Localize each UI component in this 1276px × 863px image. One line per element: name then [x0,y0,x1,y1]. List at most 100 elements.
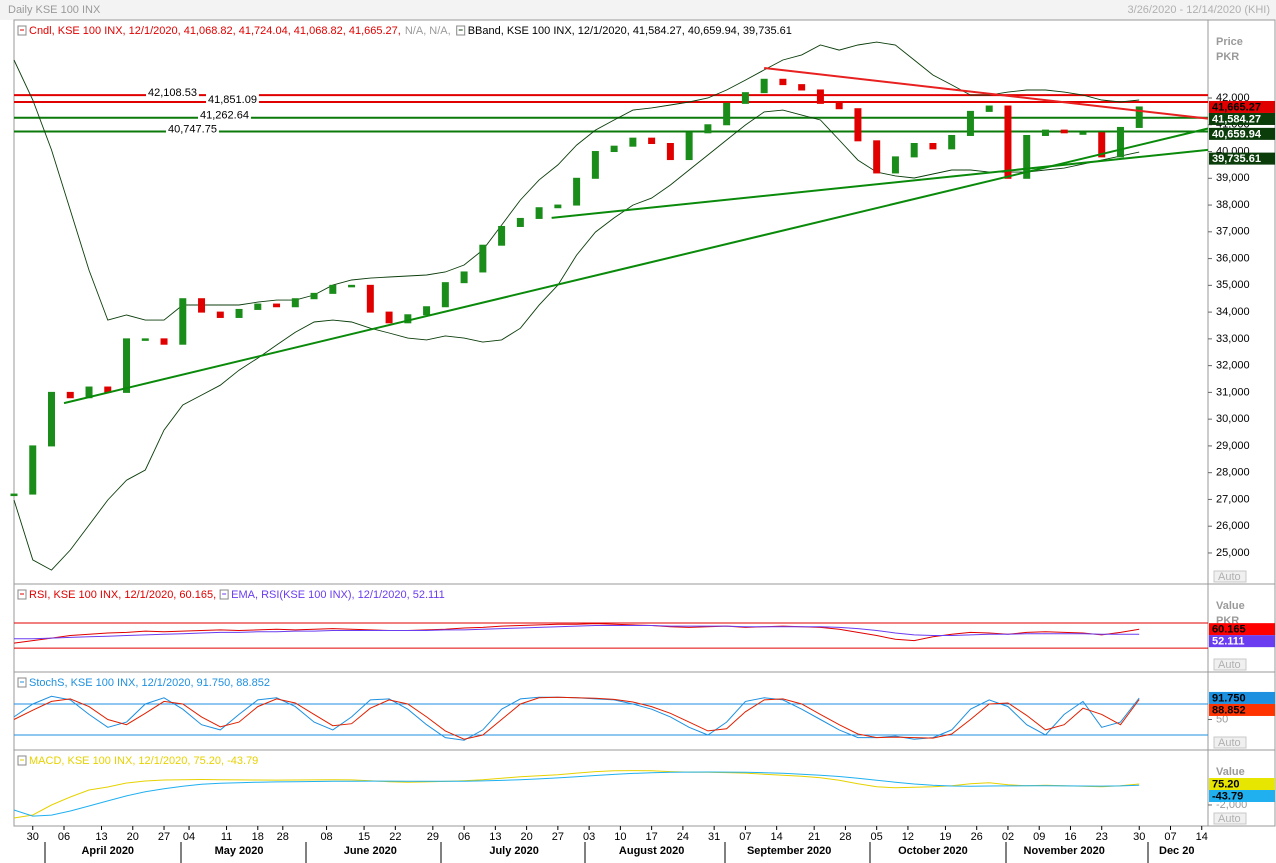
x-tick-label: 27 [158,831,170,843]
candle [554,204,562,209]
x-tick-label: 17 [646,831,658,843]
auto-button[interactable] [1213,736,1247,749]
x-tick-label: 13 [489,831,501,843]
x-tick-label: 30 [27,831,39,843]
x-tick-label: 27 [552,831,564,843]
trendline [63,127,1209,405]
indicator-line [14,625,1140,640]
candle [873,140,881,174]
level-label: 41,262.64 [200,110,249,122]
level-label-bg [166,123,219,135]
value-tag [1209,112,1275,125]
auto-button-label[interactable]: Auto [1218,659,1241,671]
candle [1116,126,1124,158]
trendline [764,67,1209,120]
candle [1023,134,1031,179]
y-tick-label: 25,000 [1216,547,1250,559]
candle [760,78,768,94]
auto-button-label[interactable]: Auto [1218,813,1241,825]
x-tick-label: 04 [183,831,195,843]
candle [516,217,524,227]
candle [1041,129,1049,136]
x-tick-label: 11 [221,831,232,843]
value-tag [1209,100,1275,113]
y-tick-label: 27,000 [1216,493,1250,505]
date-range: 3/26/2020 - 12/14/2020 (KHI) [1128,4,1270,16]
x-tick-label: 24 [677,831,689,843]
auto-button[interactable] [1213,658,1247,671]
value-tag-label: 91.750 [1212,692,1246,704]
value-tag-label: -43.79 [1212,790,1243,802]
month-label: August 2020 [619,845,684,857]
axis-label: Value [1216,600,1245,612]
auto-button-label[interactable]: Auto [1218,737,1241,749]
y-tick-label: 35,000 [1216,279,1250,291]
legend-entry: BBand, KSE 100 INX, 12/1/2020, 41,584.27… [468,25,792,37]
candle [1004,105,1012,179]
candle [291,298,299,308]
level-label-bg [146,87,199,99]
candle [704,124,712,134]
auto-button[interactable] [1213,812,1247,825]
candle [891,156,899,174]
candle [141,338,149,341]
candle [685,132,693,161]
candle [610,145,618,153]
month-label: October 2020 [898,845,968,857]
candle [629,137,637,147]
chart-frame [13,19,1276,827]
candle [441,282,449,308]
value-tag [1209,623,1275,636]
y-tick-label: 26,000 [1216,520,1250,532]
candle [573,177,581,206]
x-tick-label: 08 [320,831,332,843]
x-tick-label: 26 [971,831,983,843]
value-tag [1209,778,1275,791]
candle [648,137,656,145]
value-tag-label: 60.165 [1212,624,1246,636]
x-tick-label: 18 [252,831,264,843]
x-tick-label: 03 [583,831,595,843]
axis-label: Value [1216,766,1245,778]
x-tick-label: 07 [1164,831,1176,843]
axis-label: Price [1216,36,1243,48]
trendline [551,148,1209,219]
x-tick-label: 31 [708,831,720,843]
candle [779,78,787,86]
candle [460,271,468,284]
x-tick-label: 05 [871,831,883,843]
auto-button-label[interactable]: Auto [1218,571,1241,583]
candle [404,314,412,324]
legend-entry: RSI, KSE 100 INX, 12/1/2020, 60.165, [29,589,216,601]
candle [385,311,393,324]
x-tick-label: 23 [1096,831,1108,843]
candle [235,308,243,318]
candle [723,102,731,126]
candle [48,391,56,447]
candle [835,102,843,110]
candle [666,143,674,161]
candle [1060,129,1068,134]
auto-button[interactable] [1213,570,1247,583]
x-tick-label: 29 [427,831,439,843]
y-tick-label: 37,000 [1216,226,1250,238]
value-tag [1209,703,1275,716]
x-tick-label: 28 [839,831,851,843]
candle [198,298,206,313]
candle [816,89,824,104]
candle [254,303,262,310]
x-tick-label: 30 [1133,831,1145,843]
y-tick-label: 34,000 [1216,306,1250,318]
candle [179,298,187,345]
value-tag [1209,127,1275,140]
x-tick-label: 20 [520,831,532,843]
x-tick-label: 14 [771,831,783,843]
x-tick-label: 02 [1002,831,1014,843]
indicator-line [13,771,1140,817]
y-tick-label: 39,000 [1216,172,1250,184]
value-tag-label: 39,735.61 [1212,153,1261,165]
month-separators [44,842,1149,863]
candle [216,311,224,318]
